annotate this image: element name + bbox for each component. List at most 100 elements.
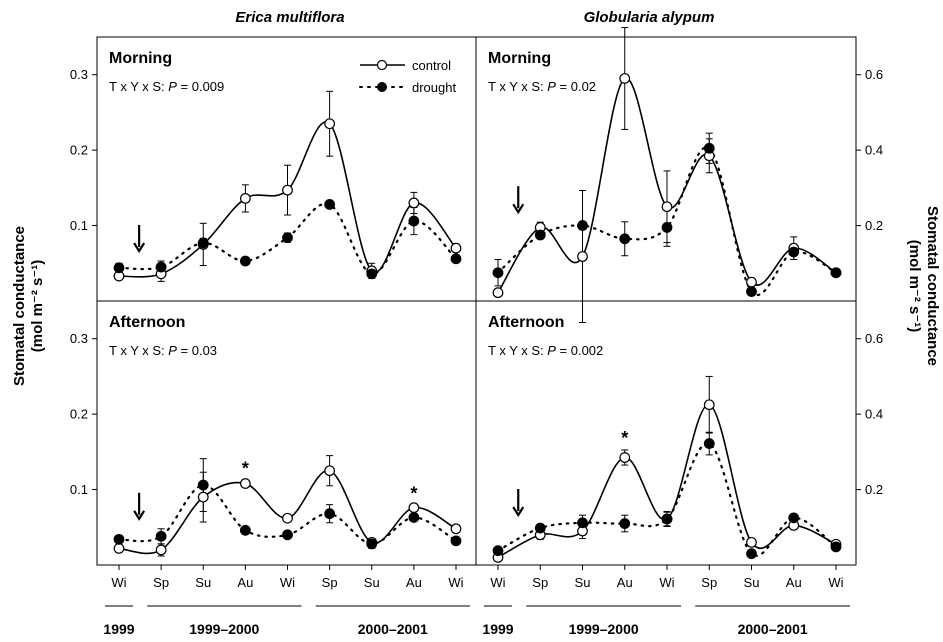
legend: control drought [359,58,456,95]
panel-ga-morning: 0.2 0.4 0.6 Morning T x Y x S: P = 0.02 [475,27,883,323]
series-line-drought [117,202,458,275]
point-drought [155,261,167,273]
point-drought [703,142,715,154]
point-drought [830,267,842,279]
y-tick-label: 0.4 [865,407,883,422]
panel-title: Afternoon [488,314,564,331]
drought-start-arrow [133,492,146,521]
series-line-control [497,403,837,559]
point-drought [661,513,673,525]
point-drought [366,268,378,280]
point-drought [830,541,842,553]
point-drought [113,533,125,545]
point-control [408,502,420,514]
y-tick-label: 0.1 [70,482,88,497]
point-drought [577,517,588,529]
point-control [155,544,167,556]
arrow-head [512,506,525,518]
series-line-control [118,121,457,278]
point-control [324,465,336,477]
series-line-control [497,77,837,294]
point-drought [703,438,715,449]
panel-frame [475,36,857,302]
y-tick-label: 0.2 [865,218,883,233]
point-control [282,512,293,524]
series-line-drought [496,442,838,557]
panel-frame [475,300,857,566]
panel-stat: T x Y x S: P = 0.009 [109,79,224,94]
x-tick-label: Sp [153,575,169,590]
drought-start-arrow [512,186,525,215]
arrow-head [133,242,146,254]
point-control [239,193,251,204]
point-drought [239,524,251,536]
point-control [239,478,251,489]
significance-star: * [621,428,628,448]
point-control [450,523,462,535]
point-drought [324,508,336,520]
y-tick-label: 0.6 [865,331,883,346]
x-tick-label: Sp [532,575,548,590]
y-tick-label: 0.3 [70,67,88,82]
drought-start-arrow [133,225,146,254]
point-drought [450,535,462,547]
panel-stat: T x Y x S: P = 0.03 [109,343,217,358]
point-drought [661,222,673,233]
point-drought [746,548,757,560]
legend-control-marker [376,59,388,71]
point-drought [282,232,293,244]
y-axis-label-right-unit: (mol m⁻² s⁻¹) [906,240,923,333]
y-axis-label-left-unit: (mol m⁻² s⁻¹) [29,260,46,353]
point-control [408,197,420,209]
y-axis-label-right: Stomatal conductance (mol m⁻² s⁻¹) [906,206,941,366]
point-drought [408,512,420,523]
point-control [619,452,631,463]
point-drought [619,233,631,245]
panel-title: Morning [488,50,551,67]
x-tick-label: Sp [701,575,717,590]
panel-frame [96,300,477,566]
point-control [324,118,336,130]
x-tick-label: Au [786,575,802,590]
x-tick-label: Wi [490,575,505,590]
point-control [746,536,757,548]
point-drought [366,538,378,550]
year-group-label: 1999 [482,621,513,637]
point-drought [534,522,546,534]
y-tick-label: 0.1 [70,218,88,233]
x-tick-label: Wi [448,575,463,590]
point-drought [788,246,800,258]
year-group-label: 1999–2000 [569,621,639,637]
series-line-drought [496,146,838,296]
point-drought [197,479,209,491]
point-control [450,242,462,254]
point-control [619,73,631,84]
series-line-control [118,469,457,555]
point-control [746,276,757,288]
point-drought [282,529,293,541]
point-drought [155,530,167,542]
point-drought [492,545,504,557]
point-control [197,491,209,503]
y-tick-label: 0.2 [865,482,883,497]
x-tick-label: Wi [111,575,126,590]
legend-control-label: control [412,58,451,73]
panel-stat: T x Y x S: P = 0.002 [488,343,603,358]
point-drought [788,512,800,524]
x-tick-label: Sp [322,575,338,590]
x-tick-label: Su [575,575,591,590]
y-tick-label: 0.6 [865,67,883,82]
x-tick-label: Wi [828,575,843,590]
point-drought [492,267,504,279]
y-axis-label-left: Stomatal conductance (mol m⁻² s⁻¹) [11,226,46,386]
point-control [577,251,588,262]
point-drought [619,518,631,529]
point-drought [324,199,336,210]
y-axis-label-left-main: Stomatal conductance [11,226,28,386]
arrow-head [512,203,525,215]
year-group-label: 2000–2001 [358,621,428,637]
year-group-label: 1999 [103,621,134,637]
x-tick-label: Su [744,575,760,590]
x-tick-label: Su [364,575,380,590]
